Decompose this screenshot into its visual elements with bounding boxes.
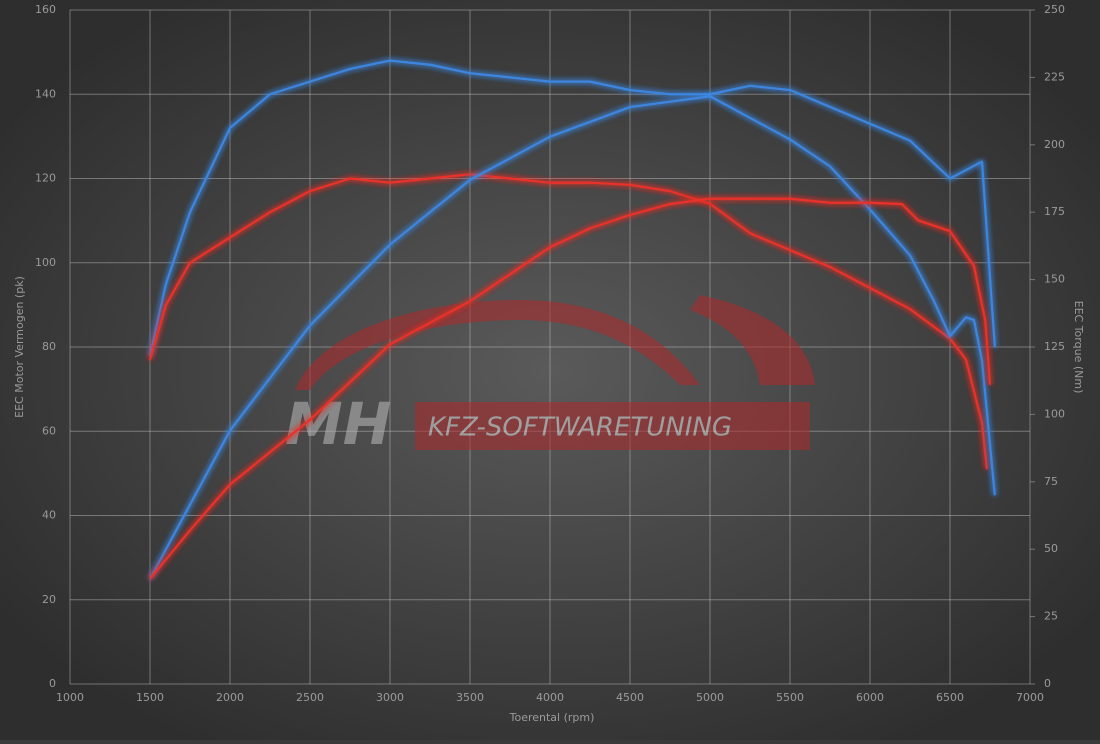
y2-tick-label: 25	[1044, 610, 1058, 623]
x-tick-label: 6500	[936, 691, 964, 704]
y-tick-label: 40	[42, 509, 56, 522]
x-tick-label: 3000	[376, 691, 404, 704]
y-tick-label: 100	[35, 256, 56, 269]
x-tick-label: 2000	[216, 691, 244, 704]
x-tick-label: 2500	[296, 691, 324, 704]
x-tick-label: 1500	[136, 691, 164, 704]
watermark-text: KFZ-SOFTWARETUNING	[428, 413, 732, 443]
y2-tick-label: 0	[1044, 677, 1051, 690]
x-tick-label: 1000	[56, 691, 84, 704]
watermark-car	[295, 300, 700, 390]
y-tick-label: 160	[35, 3, 56, 16]
x-tick-label: 4000	[536, 691, 564, 704]
x-tick-label: 4500	[616, 691, 644, 704]
y2-axis-label: EEC Torque (Nm)	[1072, 301, 1085, 394]
series-line	[149, 95, 996, 580]
x-tick-label: 6000	[856, 691, 884, 704]
y2-tick-label: 75	[1044, 475, 1058, 488]
y2-tick-label: 100	[1044, 407, 1065, 420]
series-line	[148, 173, 988, 470]
y2-tick-label: 200	[1044, 138, 1065, 151]
x-tick-label: 5000	[696, 691, 724, 704]
x-tick-label: 7000	[1016, 691, 1044, 704]
y-tick-label: 120	[35, 172, 56, 185]
series-line	[148, 59, 996, 356]
watermark-box	[415, 402, 810, 450]
y2-tick-label: 125	[1044, 340, 1065, 353]
y2-tick-label: 50	[1044, 542, 1058, 555]
y2-tick-label: 150	[1044, 273, 1065, 286]
y-axis-label: EEC Motor Vermogen (pk)	[13, 276, 26, 418]
x-axis-label: Toerental (rpm)	[509, 711, 595, 724]
y-tick-label: 80	[42, 340, 56, 353]
y-tick-label: 20	[42, 593, 56, 606]
series-line	[149, 197, 992, 580]
y2-tick-label: 225	[1044, 70, 1065, 83]
y2-tick-label: 175	[1044, 205, 1065, 218]
y2-tick-label: 250	[1044, 3, 1065, 16]
y-tick-label: 60	[42, 424, 56, 437]
x-tick-label: 5500	[776, 691, 804, 704]
y-tick-label: 0	[49, 677, 56, 690]
y-tick-label: 140	[35, 87, 56, 100]
watermark-arc	[690, 295, 815, 385]
x-tick-label: 3500	[456, 691, 484, 704]
watermark-logo: MH	[285, 390, 391, 458]
watermark: MH KFZ-SOFTWARETUNING	[285, 295, 815, 458]
